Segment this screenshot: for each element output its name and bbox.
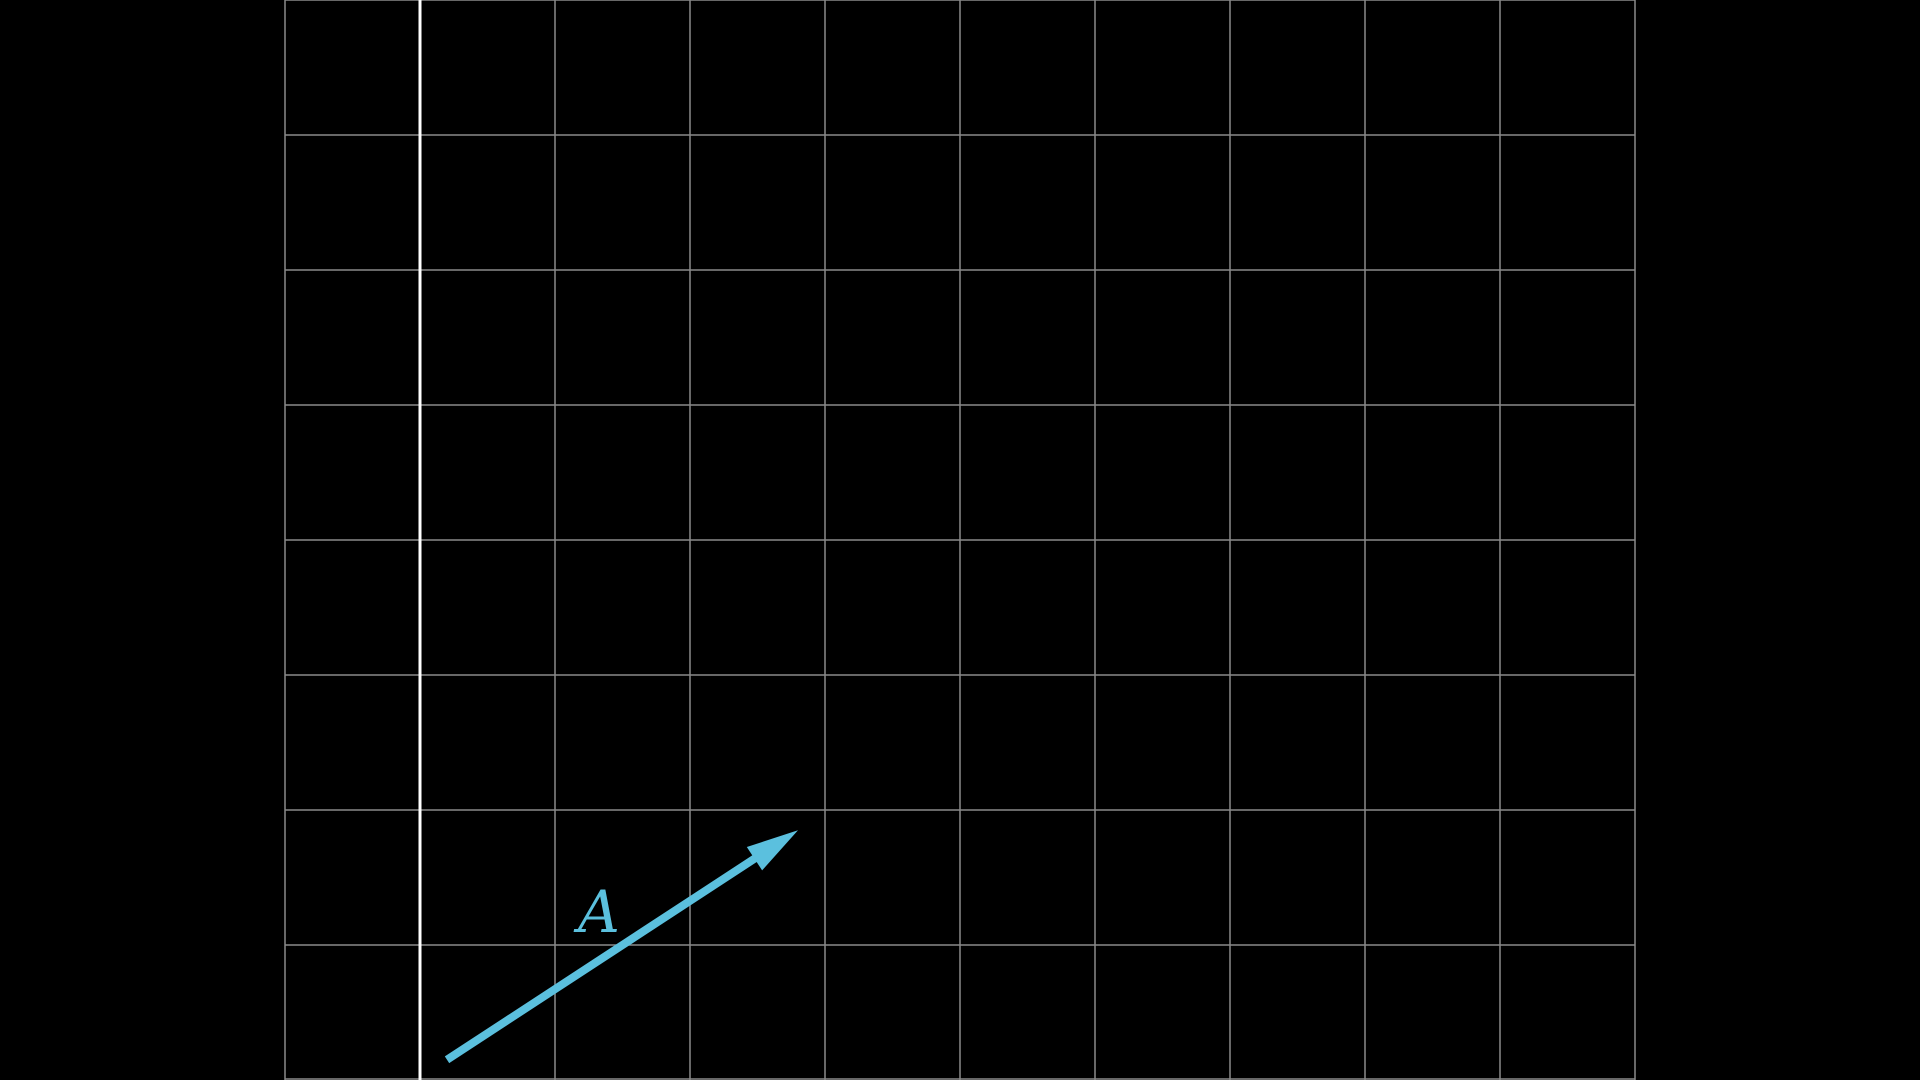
vector-label: A (573, 878, 620, 946)
vector-arrowhead (746, 830, 798, 871)
vector-shaft (444, 853, 761, 1064)
grid (284, 0, 1636, 1080)
vector-a: A (444, 830, 798, 1064)
